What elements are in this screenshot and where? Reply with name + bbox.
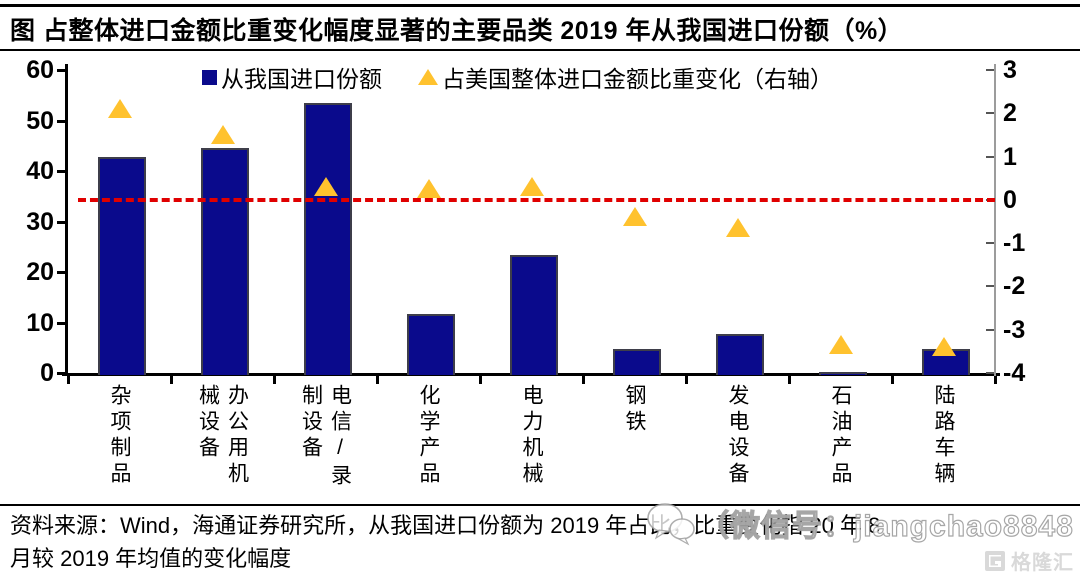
category-label: 电力机械 (472, 384, 592, 500)
top-border-rule (0, 4, 1080, 7)
left-axis-tick (57, 271, 65, 274)
right-axis-line (994, 64, 996, 377)
caption-divider-rule (0, 504, 1080, 506)
right-axis-tick (986, 328, 994, 331)
bar-series-swatch (202, 69, 217, 85)
legend-entry-marker: 占美国整体进口金额比重变化（右轴） (418, 60, 833, 94)
category-label-column: 办公用机 (225, 384, 249, 488)
left-axis-tick-label: 20 (26, 258, 54, 286)
category-label: 电信/录 制设备 (266, 384, 386, 500)
left-axis-tick (57, 220, 65, 224)
category-label-column: 化学产品 (417, 384, 440, 488)
legend: 从我国进口份额 占美国整体进口金额比重变化（右轴） (202, 60, 833, 94)
left-axis-tick-label: 60 (26, 56, 54, 84)
category-label-column: 陆路车辆 (932, 384, 955, 488)
left-axis-tick (57, 119, 65, 123)
right-axis-tick (986, 372, 994, 374)
x-axis-tick (788, 376, 791, 384)
triangle-marker (107, 98, 132, 118)
right-axis-tick-label: 0 (1003, 185, 1017, 214)
right-axis-tick (986, 285, 994, 288)
chart-title: 图 占整体进口金额比重变化幅度显著的主要品类 2019 年从我国进口份额（%） (10, 17, 904, 45)
triangle-marker (622, 207, 647, 227)
category-label-column: 杂项制品 (108, 384, 131, 488)
legend-bar-label: 从我国进口份额 (221, 66, 382, 92)
category-label-column: 石油产品 (829, 384, 852, 488)
right-axis-tick (986, 112, 994, 115)
right-axis-tick-label: 2 (1003, 99, 1017, 128)
category-label-column: 钢铁 (623, 384, 646, 436)
left-axis-tick-label: 10 (26, 308, 54, 337)
source-note-line2: 月较 2019 年均值的变化幅度 (10, 546, 292, 571)
right-axis-tick (986, 242, 994, 245)
category-label-column: 制设备 (299, 384, 323, 462)
triangle-marker (828, 334, 853, 354)
left-axis-tick-label: 0 (40, 359, 54, 387)
right-axis-tick-label: 3 (1003, 56, 1017, 84)
x-axis-tick (170, 376, 173, 384)
source-note: 资料来源：Wind，海通证券研究所，从我国进口份额为 2019 年占比，比重变化… (10, 509, 880, 575)
triangle-marker (931, 337, 956, 357)
category-label-column: 械设备 (196, 384, 220, 462)
right-axis-tick-label: -2 (1003, 272, 1026, 301)
bar (200, 148, 249, 375)
category-label: 发电设备 (678, 384, 798, 500)
bar (97, 156, 146, 375)
right-axis-tick (986, 69, 994, 71)
bar (303, 102, 352, 375)
bar (406, 313, 455, 375)
x-axis-tick (994, 376, 997, 384)
triangle-marker (210, 124, 235, 144)
category-label: 办公用机 械设备 (163, 384, 283, 500)
triangle-marker (313, 176, 338, 196)
bar (715, 334, 764, 375)
bar (818, 371, 867, 375)
triangle-marker (725, 217, 750, 237)
right-axis-tick-label: -4 (1003, 359, 1026, 387)
left-axis-tick (57, 170, 65, 173)
left-axis-tick-label: 30 (26, 207, 54, 236)
right-axis-tick-label: -1 (1003, 229, 1026, 258)
category-label: 钢铁 (575, 384, 695, 500)
x-axis-tick (582, 376, 585, 384)
triangle-series-swatch (418, 69, 438, 85)
legend-entry-bar: 从我国进口份额 (202, 60, 382, 94)
triangle-marker (519, 176, 544, 196)
left-axis-tick-label: 40 (26, 157, 54, 185)
right-axis-tick-label: 1 (1003, 142, 1017, 171)
x-axis-tick (67, 376, 70, 384)
x-axis-tick (479, 376, 482, 384)
source-note-line1: 资料来源：Wind，海通证券研究所，从我国进口份额为 2019 年占比，比重变化… (10, 513, 881, 538)
legend-marker-label: 占美国整体进口金额比重变化（右轴） (442, 66, 833, 92)
category-label: 陆路车辆 (884, 384, 1004, 500)
bar (612, 348, 661, 375)
right-axis-tick (986, 155, 994, 158)
left-axis-tick (57, 69, 65, 72)
bar (509, 255, 558, 375)
category-label-column: 电力机械 (520, 384, 543, 488)
left-axis-tick (57, 321, 65, 325)
x-axis-tick (891, 376, 894, 384)
x-axis-tick (273, 376, 276, 384)
left-axis-line (65, 64, 68, 376)
category-label: 杂项制品 (60, 384, 180, 500)
x-axis-tick (376, 376, 379, 384)
right-axis-tick-label: -3 (1003, 315, 1026, 344)
category-label: 化学产品 (369, 384, 489, 500)
category-label-column: 电信/录 (328, 384, 352, 490)
triangle-marker (416, 179, 441, 199)
category-label-column: 发电设备 (726, 384, 749, 488)
title-divider-rule (0, 49, 1080, 51)
reference-line (78, 197, 995, 202)
left-axis-tick (57, 372, 65, 375)
x-axis-tick (685, 376, 688, 384)
category-label: 石油产品 (781, 384, 901, 500)
left-axis-tick-label: 50 (26, 106, 54, 135)
